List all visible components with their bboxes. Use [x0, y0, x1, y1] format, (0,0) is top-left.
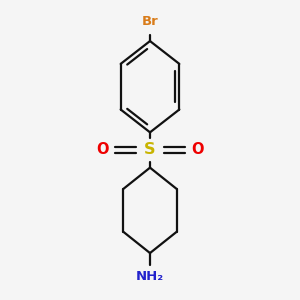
Text: O: O: [97, 142, 109, 158]
Text: Br: Br: [142, 15, 158, 28]
Text: S: S: [144, 142, 156, 158]
Text: O: O: [191, 142, 203, 158]
Text: NH₂: NH₂: [136, 270, 164, 283]
